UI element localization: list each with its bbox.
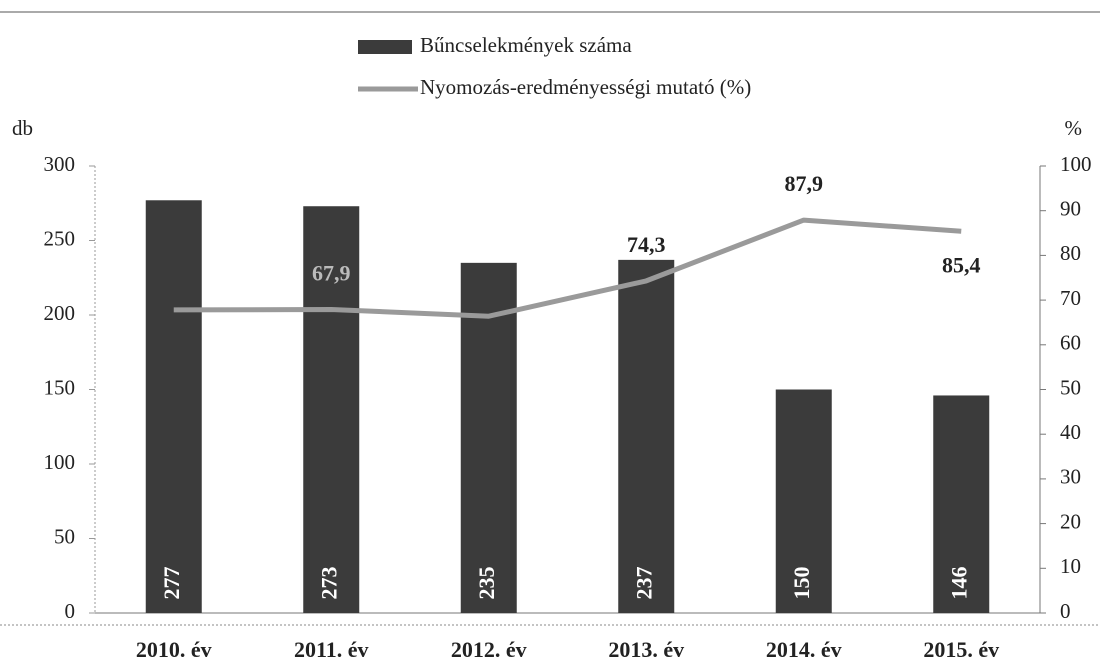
- x-tick-label: 2010. év: [136, 637, 212, 662]
- y2-tick-label: 30: [1060, 465, 1081, 489]
- legend-swatch: [358, 40, 412, 54]
- y2-tick-label: 100: [1060, 152, 1092, 176]
- y2-tick-label: 40: [1060, 420, 1081, 444]
- y-tick-label: 300: [44, 152, 76, 176]
- y-tick-label: 0: [65, 599, 76, 623]
- x-tick-label: 2013. év: [608, 637, 684, 662]
- bar-value-label: 273: [316, 567, 341, 600]
- y2-tick-label: 10: [1060, 554, 1081, 578]
- bar-value-label: 277: [159, 567, 184, 600]
- y-axis-label: db: [12, 116, 33, 140]
- y2-tick-label: 60: [1060, 331, 1081, 355]
- y-tick-label: 150: [44, 375, 76, 399]
- bar: [146, 200, 202, 613]
- y2-tick-label: 20: [1060, 509, 1081, 533]
- y2-tick-label: 70: [1060, 286, 1081, 310]
- line-value-label: 74,3: [627, 232, 666, 257]
- x-tick-label: 2011. év: [294, 637, 369, 662]
- bar-value-label: 235: [474, 567, 499, 600]
- y-tick-label: 250: [44, 226, 76, 250]
- y-tick-label: 100: [44, 450, 76, 474]
- bar: [618, 260, 674, 613]
- bar-value-label: 237: [631, 567, 656, 600]
- line-value-label: 85,4: [942, 252, 981, 277]
- bar-value-label: 146: [946, 567, 971, 600]
- y2-tick-label: 90: [1060, 197, 1081, 221]
- y2-tick-label: 0: [1060, 599, 1071, 623]
- line-value-label: 67,9: [312, 261, 351, 286]
- y-tick-label: 200: [44, 301, 76, 325]
- bar-value-label: 150: [789, 567, 814, 600]
- y-tick-label: 50: [54, 524, 75, 548]
- y2-tick-label: 80: [1060, 241, 1081, 265]
- x-tick-label: 2012. év: [451, 637, 527, 662]
- line: [174, 220, 962, 316]
- x-tick-label: 2014. év: [766, 637, 842, 662]
- legend-label: Bűncselekmények száma: [420, 33, 632, 57]
- y2-axis-label: %: [1065, 116, 1083, 140]
- y2-tick-label: 50: [1060, 375, 1081, 399]
- x-tick-label: 2015. év: [923, 637, 999, 662]
- line-value-label: 87,9: [785, 171, 824, 196]
- legend-label: Nyomozás-eredményességi mutató (%): [420, 75, 751, 99]
- chart: db % 0 50 100 150 200 250 300 0 10 20 30 40 50 60 70 80…: [0, 0, 1100, 664]
